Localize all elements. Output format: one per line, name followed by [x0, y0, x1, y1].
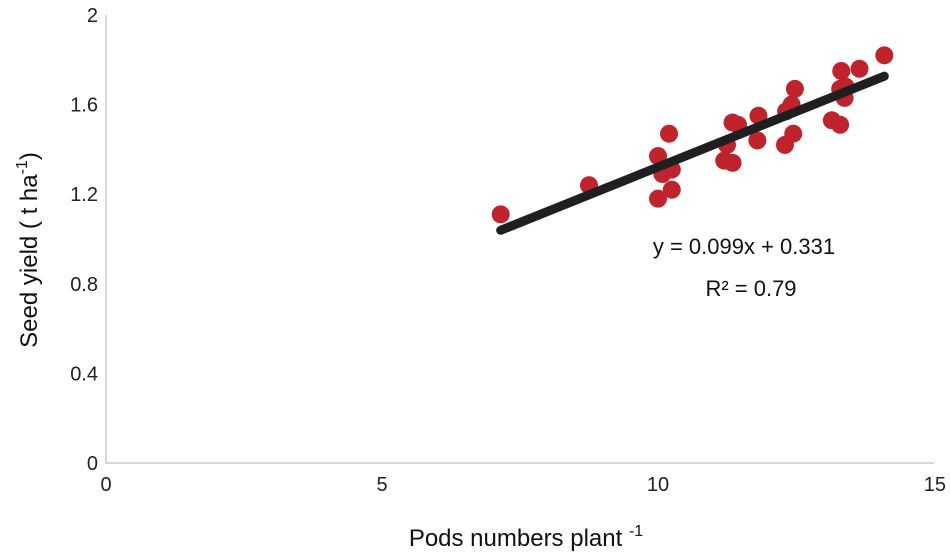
data-points: [491, 46, 894, 224]
x-axis-title-main: Pods numbers plant: [409, 525, 629, 552]
x-tick-label: 5: [376, 474, 387, 496]
trend-line: [496, 71, 889, 235]
y-tick-label: 0.8: [70, 274, 98, 296]
data-point: [660, 124, 679, 143]
data-point: [491, 205, 510, 224]
x-axis-title-sup: -1: [629, 523, 643, 540]
y-tick-label: 0.4: [70, 363, 98, 385]
y-tick-label: 2: [87, 5, 98, 27]
x-tick-label: 15: [924, 474, 946, 496]
r-squared-label: R² = 0.79: [705, 276, 796, 301]
x-tick-labels: 0 5 10 15: [100, 474, 946, 496]
y-tick-labels: 0 0.4 0.8 1.2 1.6 2: [70, 5, 98, 475]
x-tick-label: 0: [100, 474, 111, 496]
data-point: [785, 79, 804, 98]
data-point: [662, 180, 681, 199]
trendline-equation: y = 0.099x + 0.331: [653, 234, 835, 259]
x-tick-label: 10: [647, 474, 669, 496]
y-tick-label: 0: [87, 453, 98, 475]
data-point: [649, 189, 667, 208]
data-point: [784, 124, 803, 143]
y-axis-title-sup: -1: [14, 160, 31, 174]
data-point: [748, 131, 767, 150]
y-tick-label: 1.6: [70, 95, 98, 117]
y-axis-title: Seed yield ( t ha-1): [14, 152, 43, 348]
axes: [105, 15, 934, 464]
data-point: [875, 46, 894, 65]
y-tick-label: 1.2: [70, 184, 98, 206]
y-axis-title-tail: ): [16, 152, 43, 160]
data-point: [832, 62, 851, 80]
data-point: [831, 115, 850, 134]
data-point: [723, 153, 742, 172]
y-axis-title-main: Seed yield ( t ha: [16, 174, 43, 348]
data-point: [850, 59, 869, 78]
x-axis-title: Pods numbers plant -1: [409, 523, 643, 552]
